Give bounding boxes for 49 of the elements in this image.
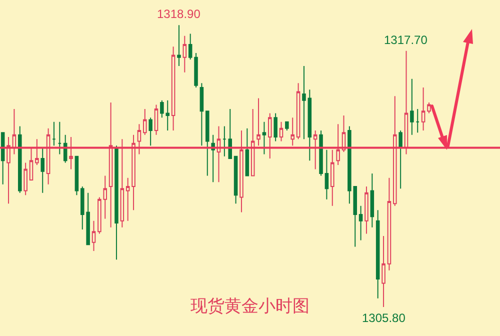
- candlestick: [410, 78, 414, 136]
- candlestick: [142, 108, 147, 136]
- candlestick: [126, 177, 130, 222]
- candlestick: [0, 132, 5, 185]
- candlestick: [364, 186, 368, 234]
- candlestick: [177, 24, 181, 66]
- candlestick: [285, 121, 289, 132]
- candlestick: [421, 86, 426, 132]
- candlestick: [279, 121, 284, 142]
- candlestick: [382, 235, 386, 308]
- annotation: 1318.90: [157, 7, 201, 21]
- candlestick: [200, 82, 204, 146]
- candlestick: [154, 104, 158, 136]
- candlestick: [24, 162, 28, 196]
- candlestick: [296, 82, 300, 140]
- candlestick: [234, 156, 238, 204]
- annotation: 1305.80: [362, 311, 406, 325]
- candlestick: [18, 126, 22, 194]
- candlestick: [40, 147, 45, 194]
- candlestick: [182, 35, 187, 73]
- candlestick: [398, 130, 402, 190]
- candlestick: [222, 126, 226, 157]
- candlestick: [52, 121, 56, 146]
- candlestick: [376, 210, 380, 299]
- candlestick: [148, 117, 152, 146]
- candlestick: [427, 102, 431, 114]
- candlestick: [114, 145, 118, 260]
- candlestick: [358, 205, 363, 241]
- candlestick: [274, 112, 278, 142]
- candlestick: [324, 149, 329, 200]
- candlestick: [308, 89, 312, 162]
- candlestick: [194, 52, 198, 88]
- candlestick: [92, 220, 96, 252]
- candlestick: [228, 108, 232, 159]
- candlestick: [302, 65, 306, 140]
- candlestick: [171, 46, 176, 132]
- candlestick: [387, 177, 392, 271]
- candlestick: [370, 173, 374, 228]
- candlestick: [58, 121, 62, 155]
- candlestick: [74, 156, 79, 196]
- annotation: 1317.70: [384, 33, 428, 47]
- candlestick: [205, 110, 210, 176]
- candlestick: [211, 134, 215, 183]
- candlestick: [416, 108, 420, 134]
- candlestick: [188, 33, 192, 60]
- candlestick: [245, 128, 250, 176]
- candlestick: [319, 130, 323, 176]
- candlestick: [262, 121, 266, 155]
- text: 现货黄金小时图: [190, 296, 310, 317]
